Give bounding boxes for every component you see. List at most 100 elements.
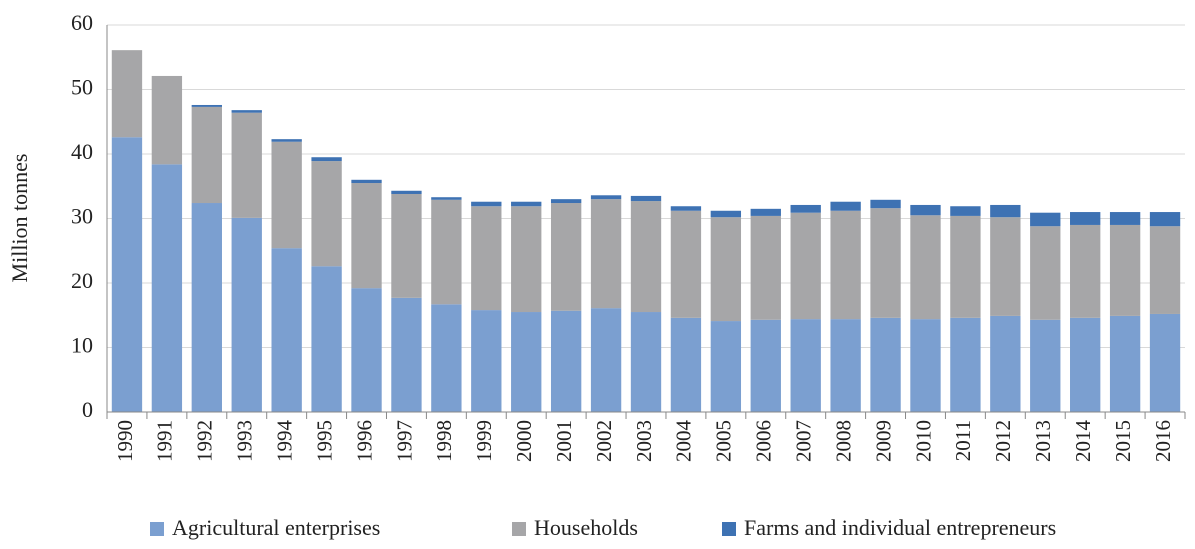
bar-segment — [271, 248, 302, 412]
x-tick-label: 2009 — [871, 420, 895, 462]
x-tick-label: 1999 — [472, 420, 496, 462]
bar-segment — [630, 195, 662, 202]
bar-segment — [431, 199, 462, 305]
bar-segment — [870, 317, 901, 412]
legend-label: Households — [534, 515, 638, 540]
y-tick-label: 40 — [71, 139, 93, 164]
legend-swatch — [512, 522, 526, 536]
bar-segment — [111, 50, 143, 138]
x-tick-label: 2002 — [592, 420, 616, 462]
bar-segment — [391, 190, 422, 194]
x-tick-label: 1997 — [392, 420, 416, 462]
bar-segment — [471, 206, 502, 311]
x-tick-label: 1995 — [312, 420, 336, 462]
y-axis-label: Million tonnes — [7, 154, 32, 283]
x-tick-label: 1992 — [193, 420, 217, 462]
bar-segment — [750, 319, 781, 412]
bar-segment — [590, 199, 622, 309]
x-tick-label: 2012 — [991, 420, 1015, 462]
bar-segment — [1070, 224, 1101, 318]
bar-segment — [710, 321, 742, 412]
y-tick-label: 0 — [82, 397, 93, 422]
bar-segment — [790, 212, 821, 320]
x-tick-label: 1996 — [352, 420, 376, 462]
bar-segment — [271, 141, 302, 249]
bar-segment — [910, 319, 941, 412]
x-tick-label: 1994 — [272, 420, 296, 463]
x-tick-label: 2001 — [552, 420, 576, 462]
bar-segment — [1030, 212, 1061, 227]
x-tick-label: 2007 — [792, 420, 816, 462]
x-tick-label: 2008 — [831, 420, 855, 462]
bar-segment — [910, 215, 941, 320]
y-tick-label: 50 — [71, 75, 93, 100]
bar-segment — [630, 312, 662, 412]
bar-segment — [1109, 212, 1141, 225]
bar-segment — [1030, 319, 1061, 412]
bar-segment — [950, 215, 981, 318]
bar-segment — [1070, 212, 1101, 225]
bar-segment — [351, 179, 382, 184]
bar-segment — [351, 183, 382, 289]
x-tick-label: 2016 — [1151, 420, 1175, 462]
bar-segment — [231, 217, 262, 412]
bar-segment — [990, 315, 1021, 412]
bar-segment — [830, 201, 861, 211]
bar-segment — [311, 266, 342, 412]
bar-segment — [511, 312, 542, 412]
x-tick-label: 2006 — [752, 420, 776, 462]
bar-segment — [191, 106, 222, 204]
bar-segment — [391, 297, 422, 412]
bar-segment — [670, 210, 702, 318]
bar-segment — [431, 304, 462, 412]
bar-segment — [271, 139, 302, 142]
bar-segment — [870, 199, 901, 209]
bar-segment — [710, 217, 742, 322]
bar-segment — [630, 201, 662, 313]
bar-segment — [1109, 224, 1141, 316]
x-tick-label: 1993 — [233, 420, 257, 462]
x-tick-label: 1998 — [432, 420, 456, 462]
bar-segment — [311, 161, 342, 267]
bar-segment — [191, 203, 222, 412]
bar-segment — [830, 319, 861, 412]
bar-segment — [590, 195, 622, 200]
bar-segment — [151, 164, 183, 412]
legend-label: Farms and individual entrepreneurs — [744, 515, 1056, 540]
bar-segment — [431, 197, 462, 200]
bar-segment — [1109, 315, 1141, 412]
bar-segment — [1030, 226, 1061, 320]
x-tick-label: 2000 — [512, 420, 536, 462]
bar-segment — [550, 203, 582, 311]
x-tick-label: 2015 — [1111, 420, 1135, 462]
x-tick-label: 1990 — [113, 420, 137, 462]
bar-segment — [511, 206, 542, 313]
y-tick-label: 60 — [71, 10, 93, 35]
bar-segment — [231, 112, 262, 218]
bar-segment — [870, 208, 901, 318]
x-tick-label: 2010 — [911, 420, 935, 462]
x-tick-label: 1991 — [153, 420, 177, 462]
x-tick-label: 2013 — [1031, 420, 1055, 462]
bar-segment — [511, 201, 542, 207]
bar-segment — [1149, 212, 1181, 227]
bar-segment — [471, 310, 502, 412]
bar-segment — [950, 317, 981, 412]
bar-segment — [910, 204, 941, 216]
bar-segment — [710, 210, 742, 218]
bar-segment — [471, 201, 502, 207]
x-tick-label: 2011 — [951, 420, 975, 461]
x-tick-label: 2005 — [712, 420, 736, 462]
bar-segment — [1149, 226, 1181, 314]
legend-label: Agricultural enterprises — [172, 515, 380, 540]
legend-swatch — [722, 522, 736, 536]
bar-segment — [790, 204, 821, 213]
bar-segment — [231, 110, 262, 113]
x-tick-label: 2003 — [632, 420, 656, 462]
bar-segment — [670, 206, 702, 211]
x-tick-label: 2004 — [672, 420, 696, 463]
bar-segment — [990, 204, 1021, 218]
x-tick-label: 2014 — [1071, 420, 1095, 463]
bar-segment — [830, 210, 861, 320]
